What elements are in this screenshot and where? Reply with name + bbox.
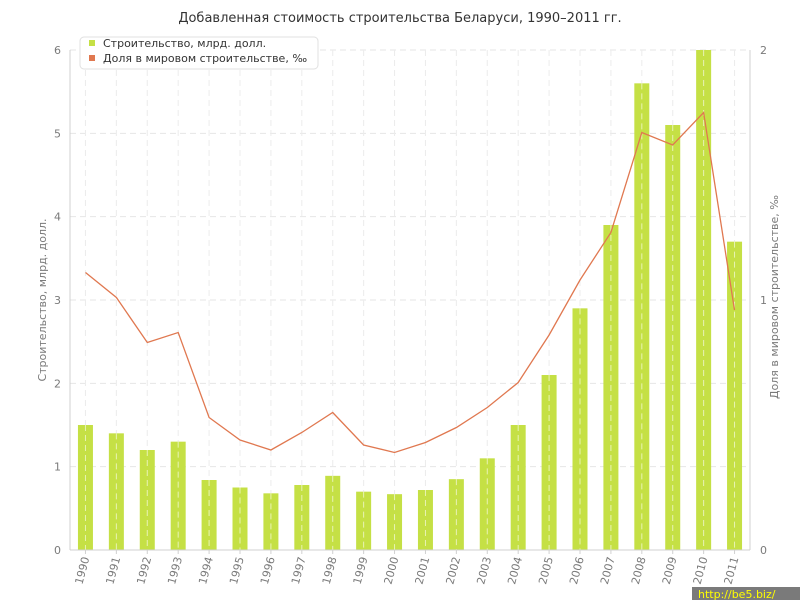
bar	[325, 475, 341, 550]
y-axis-right-ticks: 0 1 2	[760, 44, 767, 557]
x-tick-label: 1999	[351, 555, 371, 585]
x-tick-label: 2006	[567, 555, 587, 585]
y-axis-left-title: Строительство, млрд. долл.	[36, 218, 49, 381]
x-tick-label: 2004	[505, 555, 525, 585]
y-axis-right-title: Доля в мировом строительстве, ‰	[768, 195, 781, 399]
x-tick-label: 2011	[722, 555, 742, 585]
y-tick-right: 0	[760, 544, 767, 557]
y-tick-left: 3	[54, 294, 61, 307]
x-tick-label: 1993	[165, 555, 185, 585]
bar	[541, 375, 557, 550]
x-tick-label: 1995	[227, 555, 247, 585]
y-tick-right: 1	[760, 294, 767, 307]
x-tick-label: 2005	[536, 555, 556, 585]
series-line	[85, 111, 736, 454]
legend-swatch-line	[89, 55, 95, 61]
legend: Строительство, млрд. долл. Доля в мирово…	[79, 36, 319, 70]
y-tick-left: 0	[54, 544, 61, 557]
watermark: http://be5.biz/	[698, 588, 776, 600]
bar	[356, 491, 372, 550]
y-tick-left: 5	[54, 127, 61, 140]
x-tick-label: 2003	[474, 555, 494, 585]
x-tick-label: 2009	[660, 555, 680, 585]
y-tick-left: 2	[54, 377, 61, 390]
bar	[387, 494, 403, 550]
y-axis-left-ticks: 0 1 2 3 4 5 6	[54, 44, 61, 557]
x-tick-label: 1997	[289, 555, 309, 585]
bars-series	[77, 50, 743, 550]
y-tick-right: 2	[760, 44, 767, 57]
y-tick-left: 4	[54, 211, 61, 224]
legend-box	[79, 36, 319, 70]
chart-title: Добавленная стоимость строительства Бела…	[178, 11, 621, 26]
line-series	[85, 111, 736, 454]
y-tick-left: 1	[54, 461, 61, 474]
legend-swatch-bars	[89, 40, 95, 46]
x-axis-ticks: 1990 1991 1992 1993 1994 1995 1996 1997 1998 1999…	[73, 555, 742, 585]
x-tick-label: 1992	[134, 555, 154, 585]
x-tick-label: 2000	[382, 555, 402, 585]
x-tick-label: 1990	[73, 555, 93, 585]
x-tick-label: 1991	[103, 555, 123, 585]
x-tick-label: 1996	[258, 555, 278, 585]
x-tick-label: 2001	[413, 555, 433, 585]
bar	[263, 493, 279, 550]
x-tick-label: 2008	[629, 555, 649, 585]
x-tick-label: 1998	[320, 555, 340, 585]
legend-label-line: Доля в мировом строительстве, ‰	[103, 52, 307, 65]
x-tick-label: 2010	[691, 555, 711, 585]
y-tick-left: 6	[54, 44, 61, 57]
x-tick-label: 2002	[443, 555, 463, 585]
axes	[69, 50, 751, 554]
x-tick-label: 1994	[196, 555, 216, 585]
watermark-background	[692, 587, 800, 600]
x-tick-label: 2007	[598, 555, 618, 585]
legend-label-bars: Строительство, млрд. долл.	[103, 37, 266, 50]
bar	[108, 433, 124, 550]
